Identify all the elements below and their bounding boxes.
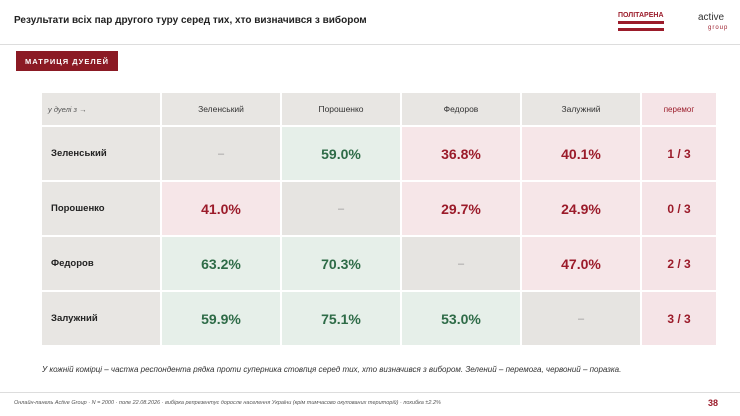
column-header: Зеленський	[162, 93, 280, 125]
wins-cell: 2 / 3	[642, 237, 716, 290]
cell: 63.2%	[162, 237, 280, 290]
matrix-table: у дуелі з → Зеленський Порошенко Федоров…	[42, 93, 716, 345]
column-header: Залужний	[522, 93, 640, 125]
cell: 29.7%	[402, 182, 520, 235]
cell: 41.0%	[162, 182, 280, 235]
row-name: Порошенко	[42, 182, 160, 235]
title: Результати всіх пар другого туру серед т…	[14, 15, 367, 26]
note: У кожній комірці – частка респондента ря…	[42, 365, 622, 374]
cell: –	[402, 237, 520, 290]
cell: 75.1%	[282, 292, 400, 345]
column-header: Порошенко	[282, 93, 400, 125]
cell: 40.1%	[522, 127, 640, 180]
cell: –	[162, 127, 280, 180]
tab-button[interactable]: МАТРИЦЯ ДУЕЛЕЙ	[16, 51, 118, 71]
logo: active	[698, 12, 725, 23]
row-name: Федоров	[42, 237, 160, 290]
cell: 24.9%	[522, 182, 640, 235]
wins-cell: 3 / 3	[642, 292, 716, 345]
cell: 36.8%	[402, 127, 520, 180]
footer-line	[0, 392, 740, 393]
row-name: Залужний	[42, 292, 160, 345]
cell: 47.0%	[522, 237, 640, 290]
column-header: перемог	[642, 93, 716, 125]
corner-cell: у дуелі з →	[42, 93, 160, 125]
cell: –	[522, 292, 640, 345]
cell: –	[282, 182, 400, 235]
column-header: Федоров	[402, 93, 520, 125]
cell: 70.3%	[282, 237, 400, 290]
cell: 53.0%	[402, 292, 520, 345]
page-number: 38	[708, 398, 719, 408]
cell: 59.0%	[282, 127, 400, 180]
logo: ПОЛІТАРЕНА	[618, 12, 664, 31]
header-bar	[0, 0, 740, 45]
logo-sub: group	[708, 25, 729, 31]
wins-cell: 0 / 3	[642, 182, 716, 235]
wins-cell: 1 / 3	[642, 127, 716, 180]
footer-source: Онлайн-панель Active Group · N = 2000 · …	[14, 400, 441, 406]
row-name: Зеленський	[42, 127, 160, 180]
cell: 59.9%	[162, 292, 280, 345]
